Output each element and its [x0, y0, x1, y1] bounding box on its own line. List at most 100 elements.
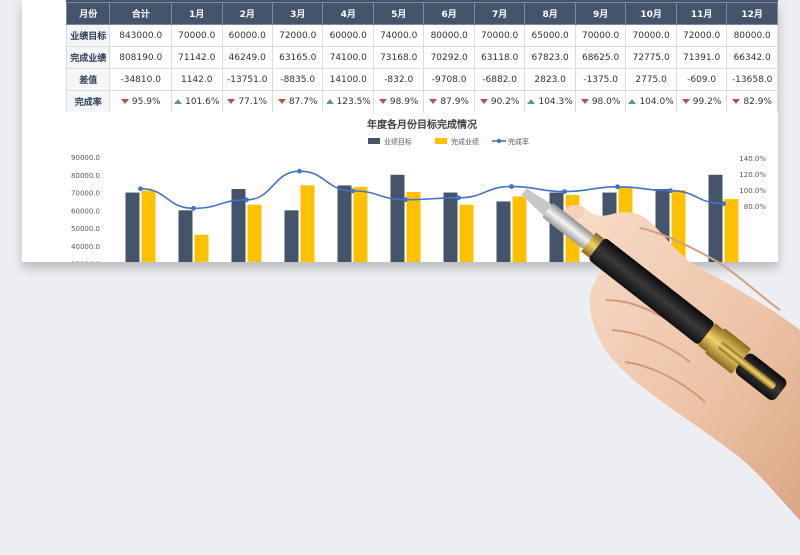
completion-rate-point	[456, 195, 461, 201]
trend-down-icon	[277, 98, 286, 104]
completion-rate-point	[721, 201, 726, 207]
table-cell[interactable]: 70292.0	[423, 46, 475, 69]
bar-target	[496, 201, 511, 262]
table-cell[interactable]: 74100.0	[322, 46, 374, 69]
table-cell[interactable]: -13658.0	[726, 68, 778, 91]
completion-rate-point	[403, 197, 408, 203]
header-cell-month: 6月	[423, 2, 475, 25]
table-cell[interactable]: -832.0	[372, 68, 425, 91]
table-cell[interactable]: 104.3%	[524, 90, 576, 113]
table-cell[interactable]: 70000.0	[473, 24, 526, 47]
table-cell[interactable]: 77.1%	[221, 90, 273, 113]
table-cell[interactable]: 71142.0	[171, 46, 223, 69]
bar-target	[178, 210, 193, 262]
trend-down-icon	[429, 98, 438, 104]
table-cell[interactable]: -9708.0	[423, 68, 475, 91]
bar-target	[390, 174, 405, 262]
table-cell[interactable]: 104.0%	[625, 90, 677, 113]
table-cell[interactable]: 68625.0	[574, 46, 627, 69]
header-cell-month: 合计	[109, 2, 173, 25]
table-cell[interactable]: 90.2%	[473, 90, 526, 113]
row-label: 差值	[65, 68, 111, 91]
sales-target-table: 月份 合计 1月 2月 3月 4月 5月 6月 7月 8月 9月 10月 11月 12月 业绩目标 8430…	[65, 2, 778, 113]
header-cell-row-label: 月份	[65, 2, 111, 25]
bar-actual	[565, 195, 580, 262]
bar-actual	[353, 186, 368, 262]
table-cell[interactable]: 98.0%	[574, 90, 627, 113]
table-cell[interactable]: 1142.0	[171, 68, 223, 91]
header-cell-month: 5月	[372, 2, 425, 25]
bar-actual	[671, 190, 686, 262]
trend-up-icon	[325, 98, 334, 104]
table-cell[interactable]: 66342.0	[726, 46, 778, 69]
table-cell[interactable]: 87.7%	[271, 90, 324, 113]
table-cell[interactable]: 98.9%	[372, 90, 425, 113]
table-cell[interactable]: 65000.0	[524, 24, 576, 47]
y-axis-left-tick-label: 90000.0	[71, 154, 100, 162]
chart-background	[66, 112, 778, 262]
bar-target	[655, 189, 670, 262]
y-axis-left-tick-label: 80000.0	[71, 172, 100, 180]
table-cell[interactable]: 80000.0	[423, 24, 475, 47]
table-cell[interactable]: 72000.0	[675, 24, 728, 47]
trend-down-icon	[479, 98, 488, 104]
table-cell[interactable]: 70000.0	[574, 24, 627, 47]
table-cell[interactable]: 2823.0	[524, 68, 576, 91]
table-row: 业绩目标 843000.0 70000.0 60000.0 72000.0 60000.0…	[65, 24, 778, 47]
legend-swatch	[368, 138, 380, 144]
table-cell[interactable]: 80000.0	[726, 24, 778, 47]
table-cell[interactable]: 71391.0	[675, 46, 728, 69]
bar-target	[443, 192, 458, 262]
table-cell[interactable]: 123.5%	[322, 90, 374, 113]
table-row: 差值 -34810.0 1142.0 -13751.0 -8835.0 14100.0 -8…	[65, 68, 778, 91]
table-cell[interactable]: 46249.0	[221, 46, 273, 69]
table-cell[interactable]: 60000.0	[322, 24, 374, 47]
table-cell[interactable]: 70000.0	[171, 24, 223, 47]
legend-label: 完成率	[508, 137, 529, 146]
chart-area: 年度各月份目标完成情况 业绩目标 完成业绩 完成率 90000.0 80000.0 7000…	[66, 112, 778, 262]
table-cell[interactable]: -609.0	[675, 68, 728, 91]
table-cell[interactable]: -8835.0	[271, 68, 324, 91]
table-cell[interactable]: -1375.0	[574, 68, 627, 91]
table-cell[interactable]: 67823.0	[524, 46, 576, 69]
completion-rate-point	[668, 188, 673, 194]
table-cell[interactable]: 95.9%	[109, 90, 173, 113]
bar-actual	[724, 199, 739, 262]
table-cell[interactable]: 14100.0	[322, 68, 374, 91]
bar-target	[602, 192, 617, 262]
completion-rate-point	[297, 168, 302, 174]
table-cell[interactable]: 87.9%	[423, 90, 475, 113]
header-top-border	[66, 0, 778, 2]
bar-actual	[300, 185, 315, 262]
table-cell[interactable]: 101.6%	[171, 90, 223, 113]
table-cell[interactable]: 72000.0	[271, 24, 324, 47]
bar-actual	[141, 190, 156, 262]
table-cell[interactable]: 72775.0	[625, 46, 677, 69]
completion-rate-value: 98.9%	[389, 96, 419, 107]
table-cell[interactable]: 63165.0	[271, 46, 324, 69]
trend-down-icon	[732, 98, 741, 104]
table-cell[interactable]: 73168.0	[372, 46, 425, 69]
table-cell[interactable]: 60000.0	[221, 24, 273, 47]
completion-rate-value: 87.9%	[440, 96, 469, 107]
header-cell-month: 10月	[625, 2, 677, 25]
trend-down-icon	[378, 98, 387, 104]
table-cell[interactable]: 99.2%	[675, 90, 728, 113]
table-cell[interactable]: 82.9%	[726, 90, 778, 113]
table-cell[interactable]: 2775.0	[625, 68, 677, 91]
completion-rate-value: 99.2%	[692, 96, 722, 107]
table-cell[interactable]: 808190.0	[109, 46, 173, 69]
table-cell[interactable]: 70000.0	[625, 24, 677, 47]
completion-rate-point	[138, 186, 143, 192]
legend-label: 业绩目标	[384, 137, 412, 146]
table-cell[interactable]: 63118.0	[473, 46, 526, 69]
bar-target	[125, 192, 140, 262]
table-cell[interactable]: -34810.0	[109, 68, 173, 91]
completion-rate-point	[350, 188, 355, 194]
header-cell-month: 11月	[675, 2, 728, 25]
table-cell[interactable]: 74000.0	[372, 24, 425, 47]
row-label: 完成业绩	[65, 46, 111, 69]
table-cell[interactable]: 843000.0	[109, 24, 173, 47]
table-cell[interactable]: -6882.0	[473, 68, 526, 91]
table-cell[interactable]: -13751.0	[221, 68, 273, 91]
